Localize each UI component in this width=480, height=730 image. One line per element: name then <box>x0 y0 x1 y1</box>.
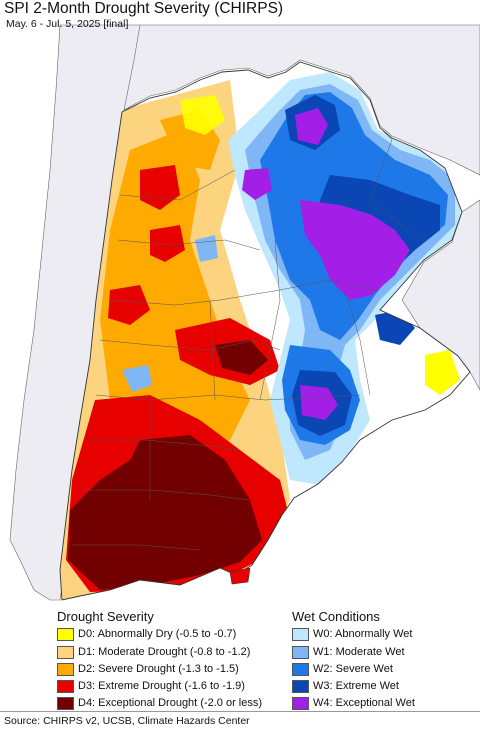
island <box>229 567 251 585</box>
legend-swatch-w2 <box>292 662 309 676</box>
legend-label-w0: W0: Abnormally Wet <box>313 628 413 640</box>
drought-legend-heading: Drought Severity <box>57 609 154 624</box>
legend-label-w2: W2: Severe Wet <box>313 663 393 675</box>
legend-label-d2: D2: Severe Drought (-1.3 to -1.5) <box>78 663 239 675</box>
legend-swatch-d4 <box>57 696 74 710</box>
legend-label-d3: D3: Extreme Drought (-1.6 to -1.9) <box>78 680 245 692</box>
legend-label-w3: W3: Extreme Wet <box>313 680 399 692</box>
province-borders <box>72 127 421 551</box>
legend-item-w1: W1: Moderate Wet <box>292 645 405 659</box>
legend-label-w1: W1: Moderate Wet <box>313 646 405 658</box>
legend-swatch-w1 <box>292 645 309 659</box>
legend-label-d0: D0: Abnormally Dry (-0.5 to -0.7) <box>78 628 237 640</box>
legend-item-d3: D3: Extreme Drought (-1.6 to -1.9) <box>57 679 245 693</box>
legend-item-w4: W4: Exceptional Wet <box>292 696 415 710</box>
neighbour-land-north <box>123 24 480 176</box>
legend-item-d0: D0: Abnormally Dry (-0.5 to -0.7) <box>57 627 236 641</box>
legend-label-w4: W4: Exceptional Wet <box>313 697 415 709</box>
drought-map <box>9 24 480 601</box>
legend-item-w3: W3: Extreme Wet <box>292 679 399 693</box>
legend-swatch-w0 <box>292 627 309 641</box>
legend-item-d1: D1: Moderate Drought (-0.8 to -1.2) <box>57 645 250 659</box>
legend-item-w0: W0: Abnormally Wet <box>292 627 412 641</box>
legend-label-d4: D4: Exceptional Drought (-2.0 or less) <box>78 697 263 709</box>
map-subtitle: May. 6 - Jul. 5, 2025 [final] <box>6 18 129 30</box>
legend-swatch-w4 <box>292 696 309 710</box>
legend-swatch-d3 <box>57 679 74 693</box>
footer-divider <box>0 711 480 712</box>
legend-swatch-d0 <box>57 627 74 641</box>
legend-item-w2: W2: Severe Wet <box>292 662 393 676</box>
legend-swatch-d2 <box>57 662 74 676</box>
source-credit: Source: CHIRPS v2, UCSB, Climate Hazards… <box>4 715 250 727</box>
legend-swatch-d1 <box>57 645 74 659</box>
map-title: SPI 2-Month Drought Severity (CHIRPS) <box>4 0 284 17</box>
legend-item-d2: D2: Severe Drought (-1.3 to -1.5) <box>57 662 239 676</box>
legend-swatch-w3 <box>292 679 309 693</box>
legend-label-d1: D1: Moderate Drought (-0.8 to -1.2) <box>78 646 251 658</box>
wet-legend-heading: Wet Conditions <box>292 609 380 624</box>
legend-item-d4: D4: Exceptional Drought (-2.0 or less) <box>57 696 262 710</box>
